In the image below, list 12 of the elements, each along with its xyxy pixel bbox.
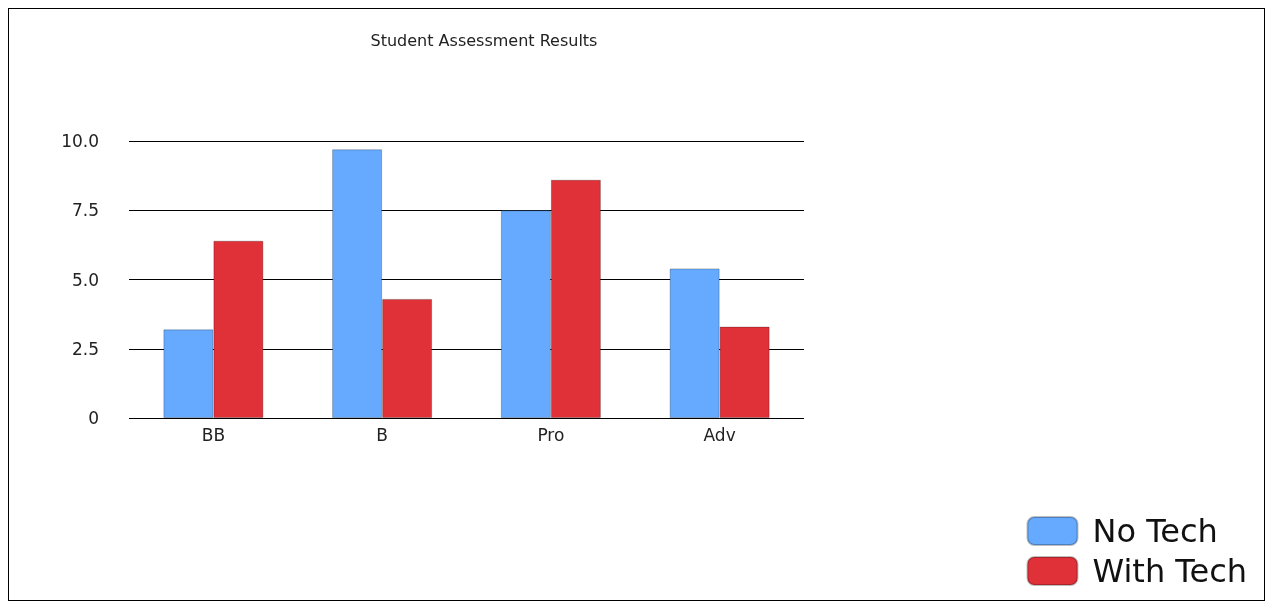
y-tick-label: 7.5 xyxy=(71,200,99,221)
chart-title: Student Assessment Results xyxy=(370,30,598,50)
y-tick-label: 5.0 xyxy=(71,269,99,290)
y-tick-label: 2.5 xyxy=(71,338,99,359)
y-tick-label: 0 xyxy=(88,408,99,428)
x-tick-label: BB xyxy=(201,424,226,445)
y-tick-label: 10.0 xyxy=(61,131,99,151)
legend-label: With Tech xyxy=(1092,552,1247,590)
x-tick-label: B xyxy=(376,424,388,445)
x-tick-label: Pro xyxy=(537,424,565,445)
legend-label: No Tech xyxy=(1092,512,1218,550)
x-tick-label: Adv xyxy=(703,424,736,445)
